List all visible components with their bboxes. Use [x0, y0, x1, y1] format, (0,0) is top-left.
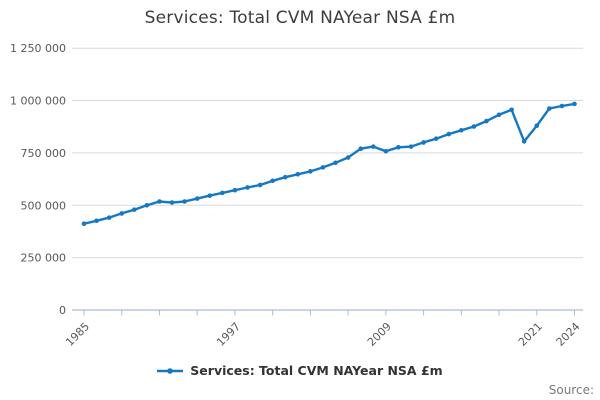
data-point-marker — [459, 128, 464, 133]
chart-legend: Services: Total CVM NAYear NSA £m — [0, 363, 600, 378]
x-axis-tick-label: 1997 — [214, 320, 243, 349]
data-point-marker — [547, 106, 552, 111]
data-point-marker — [257, 182, 263, 188]
data-point-marker — [396, 144, 401, 150]
y-axis-tick-label: 500 000 — [21, 199, 67, 212]
data-point-marker — [182, 199, 187, 204]
data-point-marker — [106, 215, 112, 220]
data-point-marker — [81, 221, 87, 227]
data-point-marker — [421, 140, 426, 145]
y-axis-tick-label: 750 000 — [21, 147, 67, 160]
data-point-marker — [370, 144, 376, 149]
x-axis-tick-label: 2021 — [516, 320, 545, 349]
data-point-marker — [94, 218, 99, 224]
data-point-marker — [169, 200, 175, 205]
data-point-marker — [132, 207, 137, 212]
data-point-marker — [207, 193, 213, 198]
data-point-marker — [534, 123, 540, 128]
data-point-marker — [320, 165, 326, 170]
y-axis-tick-label: 250 000 — [21, 252, 67, 265]
data-point-marker — [446, 131, 452, 137]
y-axis-tick-label: 1 000 000 — [10, 95, 66, 108]
data-point-marker — [433, 136, 439, 141]
data-point-marker — [484, 118, 489, 124]
data-series-line — [82, 102, 576, 225]
data-point-marker — [232, 187, 238, 193]
data-point-marker — [119, 211, 125, 216]
data-point-marker — [157, 199, 162, 204]
data-point-marker — [270, 178, 275, 184]
data-point-marker — [308, 169, 313, 174]
data-point-marker — [509, 107, 514, 113]
legend-line-marker-icon — [157, 367, 184, 374]
data-point-marker — [345, 155, 351, 160]
data-point-marker — [220, 190, 225, 196]
x-axis-tick-label: 2009 — [365, 320, 394, 349]
data-point-marker — [245, 185, 250, 190]
data-point-marker — [333, 160, 338, 166]
chart-title: Services: Total CVM NAYear NSA £m — [144, 8, 456, 28]
legend-series-label: Services: Total CVM NAYear NSA £m — [190, 363, 443, 378]
data-point-marker — [572, 101, 577, 107]
data-point-marker — [358, 146, 363, 152]
data-point-marker — [144, 202, 150, 208]
x-axis-tick-label: 1985 — [63, 320, 92, 349]
source-attribution-label: Source: — [548, 383, 594, 397]
data-point-marker — [559, 103, 565, 109]
data-point-marker — [471, 124, 477, 129]
data-point-marker — [496, 112, 502, 118]
data-point-marker — [282, 174, 288, 180]
y-axis-tick-label: 1 250 000 — [10, 42, 66, 55]
y-axis-tick-label: 0 — [59, 304, 66, 317]
data-point-marker — [408, 144, 414, 149]
data-point-marker — [295, 171, 301, 177]
data-point-marker — [194, 196, 200, 201]
x-axis-tick-label: 2024 — [554, 320, 583, 349]
data-point-marker — [521, 139, 527, 144]
data-point-marker — [383, 148, 389, 154]
